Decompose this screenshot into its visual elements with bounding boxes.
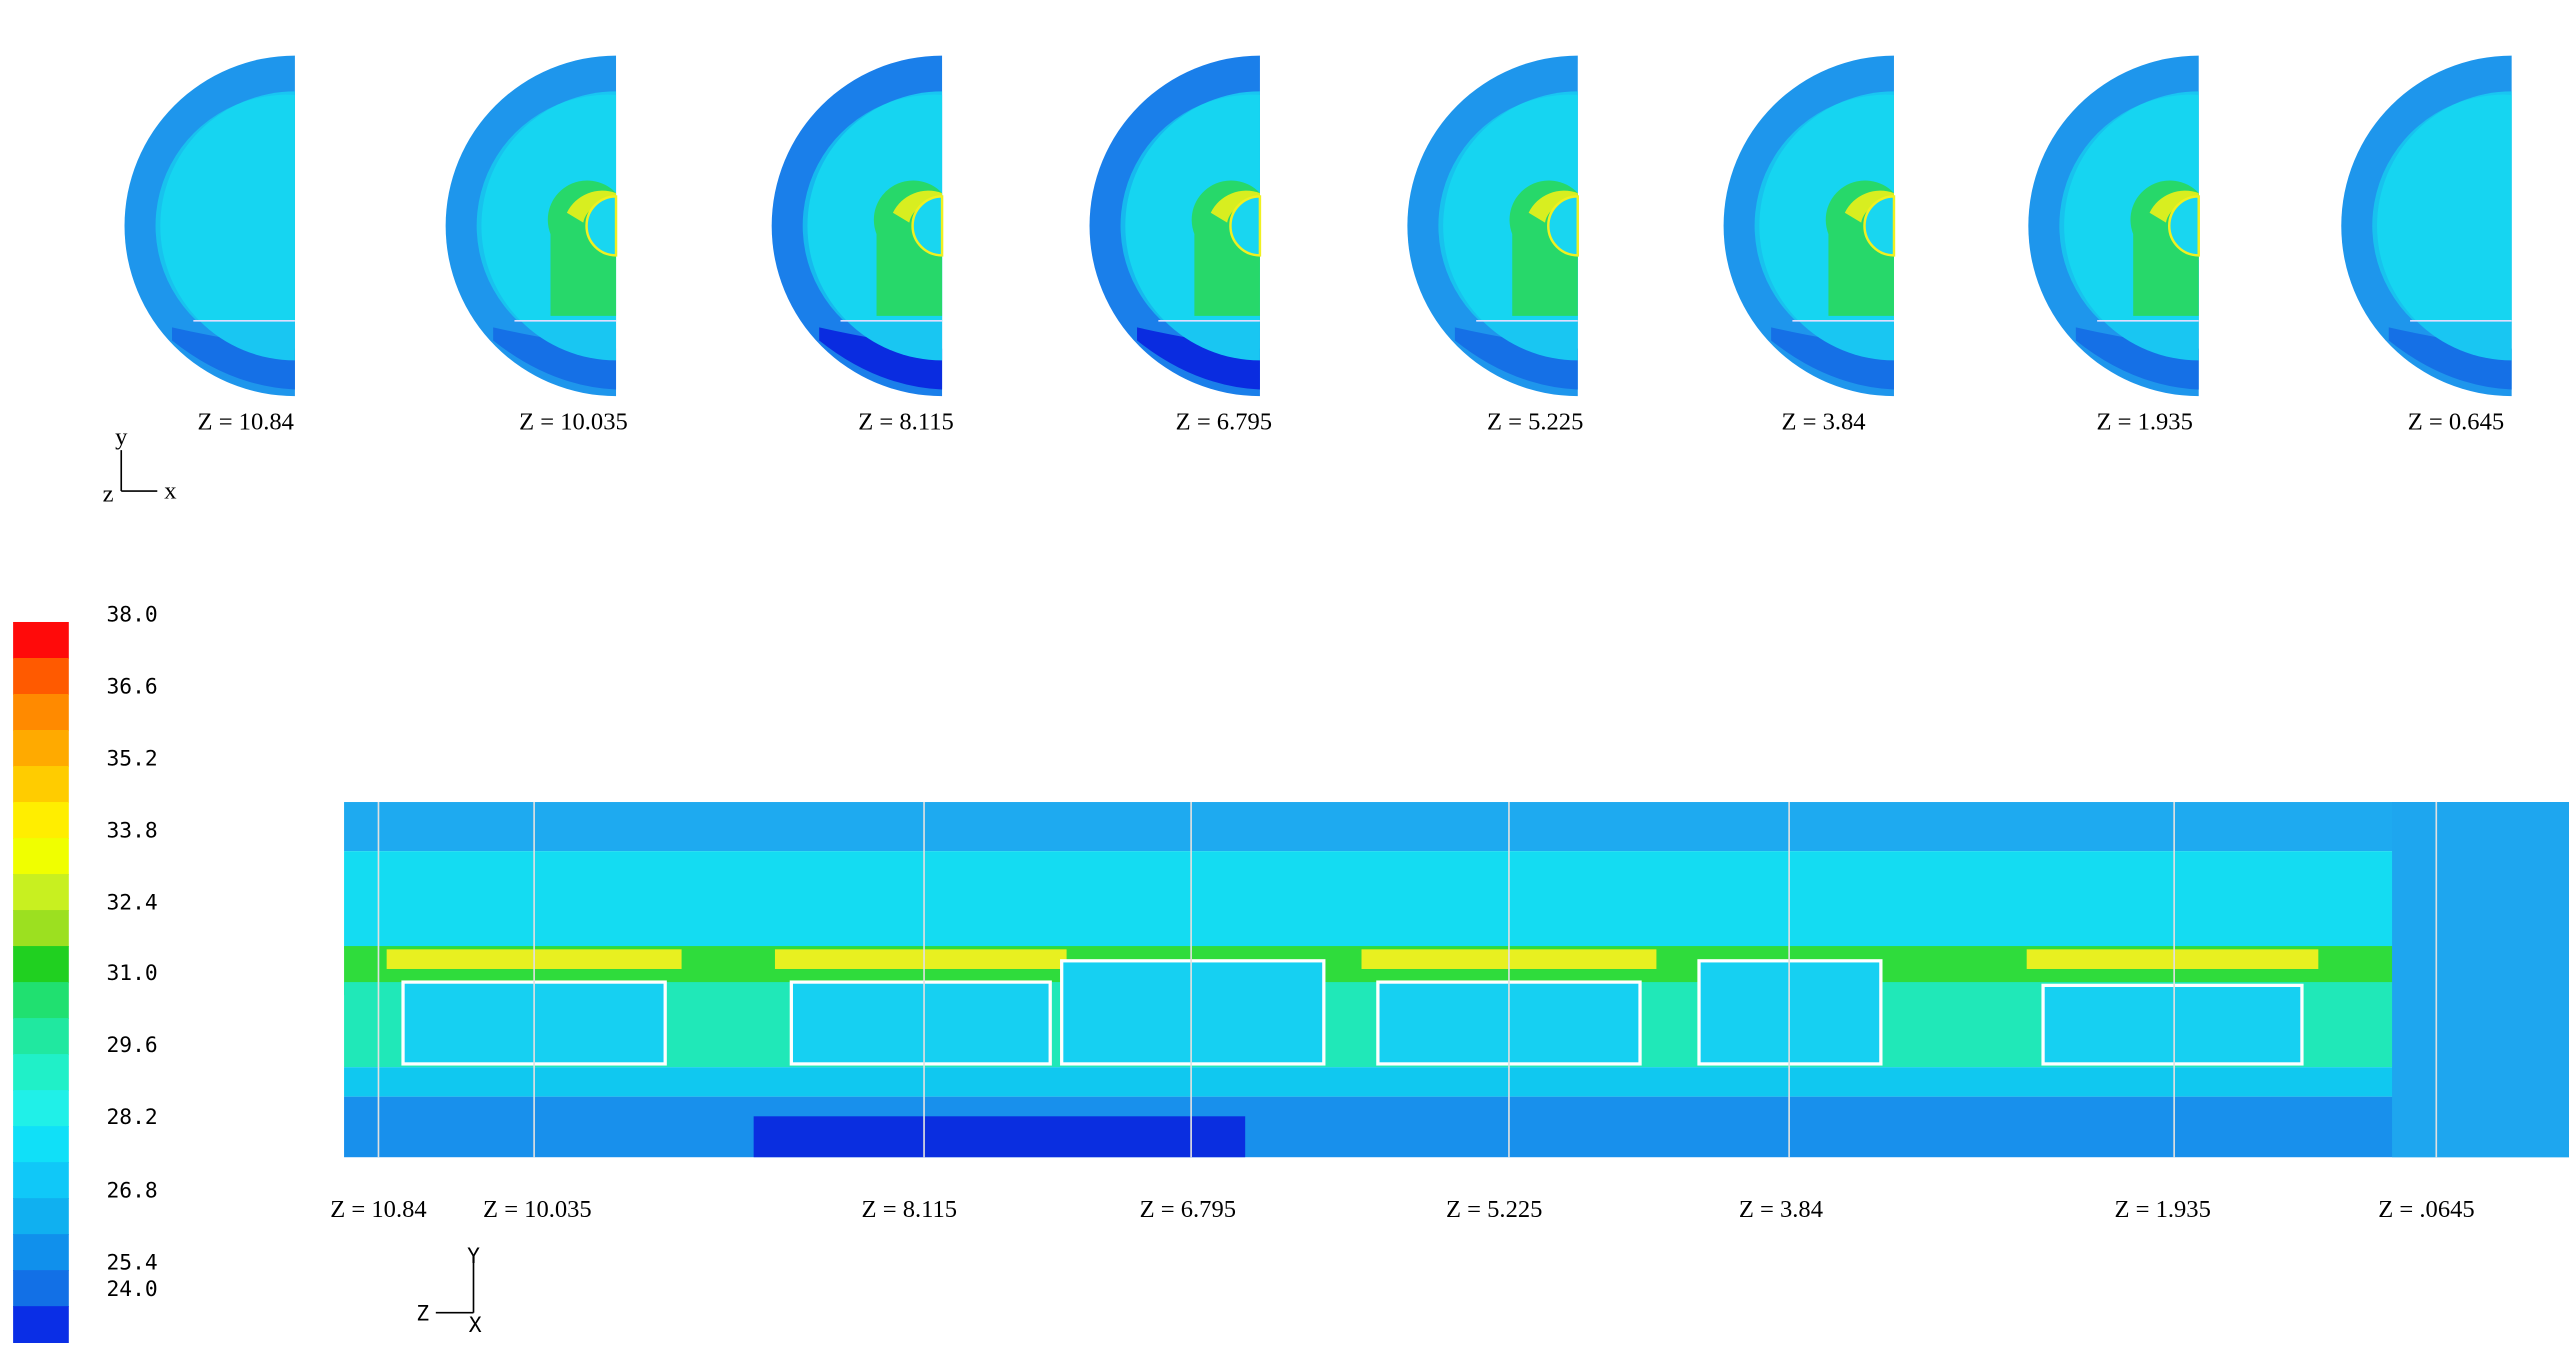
pipe [1547, 195, 1580, 257]
color-band [13, 802, 69, 839]
section-label: Z = 10.84 [330, 1196, 426, 1223]
color-band [13, 946, 69, 983]
colorbar-label: 26.8 [106, 1179, 157, 1204]
field-band [344, 802, 2569, 852]
lower-cold [2388, 327, 2512, 390]
component [2041, 983, 2304, 1066]
color-band [13, 1018, 69, 1055]
hot-strip [2026, 949, 2319, 969]
colorbar-label: 36.6 [106, 674, 157, 699]
axis-label: y [115, 423, 128, 450]
color-band [13, 910, 69, 947]
section-label: Z = 8.115 [862, 1196, 957, 1223]
lower-cold [1771, 327, 1894, 390]
color-band [13, 1234, 69, 1271]
section-label: Z = 6.795 [1176, 409, 1272, 436]
color-band [13, 838, 69, 875]
color-band [13, 694, 69, 731]
cross-sections: Z = 10.84 Z = 10.035 Z = 8.115 Z = 6.795 Z =… [124, 55, 2512, 436]
lower-cold [819, 327, 943, 390]
pipe [2168, 195, 2200, 257]
colorbar: 38.0 36.6 35.2 33.8 32.4 31.0 29.6 28.2 26.8 25.4… [13, 602, 158, 1343]
color-band [13, 982, 69, 1019]
color-band [13, 1126, 69, 1163]
field-band [344, 1067, 2569, 1097]
color-band [13, 1198, 69, 1235]
color-band [13, 1090, 69, 1127]
lower-cold [172, 327, 295, 390]
color-band [13, 1162, 69, 1199]
colorbar-label: 24.0 [106, 1277, 157, 1302]
section-label: Z = 0.645 [2408, 409, 2504, 436]
section-label: Z = 6.795 [1140, 1196, 1236, 1223]
lower-cold [493, 327, 617, 390]
end-zone [2392, 802, 2569, 1158]
section-label: Z = 10.84 [198, 409, 294, 436]
field-band [344, 851, 2569, 950]
section-label: Z = 5.225 [1446, 1196, 1542, 1223]
core [2372, 94, 2512, 321]
core [155, 94, 295, 321]
pipe [1863, 195, 1896, 257]
lower-cold [2075, 327, 2199, 390]
colorbar-label: 38.0 [106, 602, 157, 627]
colorbar-label: 25.4 [106, 1251, 157, 1276]
cold-zone [753, 1116, 1246, 1158]
section-label: Z = 1.935 [2114, 1196, 2210, 1223]
lower-cold [1137, 327, 1260, 390]
section-label: Z = 10.035 [519, 409, 628, 436]
field-band [344, 1096, 2569, 1158]
bottom-axes: Y Z X [416, 1244, 481, 1338]
color-band [13, 766, 69, 803]
colorbar-label: 33.8 [106, 819, 157, 844]
axis-label: X [469, 1313, 482, 1338]
lower-cold [1454, 327, 1578, 390]
color-band [13, 657, 69, 695]
pipe [911, 195, 944, 257]
section-label: Z = 1.935 [2096, 409, 2192, 436]
axis-label: z [103, 481, 114, 508]
color-band [13, 1306, 69, 1343]
section-label: Z = 10.035 [483, 1196, 592, 1223]
pipe [585, 195, 618, 257]
section-label: Z = .0645 [2378, 1196, 2474, 1223]
color-band [13, 874, 69, 911]
component [789, 980, 1052, 1066]
longitudinal-section: Z = 10.84 Z = 10.035 Z = 8.115 Z = 6.795 Z =… [330, 802, 2569, 1223]
pipe [1229, 195, 1262, 257]
color-band [13, 1054, 69, 1091]
axis-label: Z [416, 1301, 429, 1326]
colorbar-label: 35.2 [106, 746, 157, 771]
colorbar-label: 31.0 [106, 961, 157, 986]
color-band [13, 1270, 69, 1307]
section-label: Z = 3.84 [1781, 409, 1865, 436]
section-label: Z = 3.84 [1739, 1196, 1823, 1223]
color-band [13, 730, 69, 767]
top-axes: y z x [103, 423, 177, 507]
section-label: Z = 8.115 [858, 409, 953, 436]
colorbar-label: 29.6 [106, 1033, 157, 1058]
axis-label: Y [467, 1244, 480, 1269]
color-band [13, 621, 69, 659]
section-label: Z = 5.225 [1487, 409, 1583, 436]
colorbar-label: 28.2 [106, 1105, 157, 1130]
colorbar-label: 32.4 [106, 891, 157, 916]
component [1060, 959, 1326, 1066]
hot-strip [774, 949, 1067, 969]
axis-label: x [164, 477, 176, 504]
